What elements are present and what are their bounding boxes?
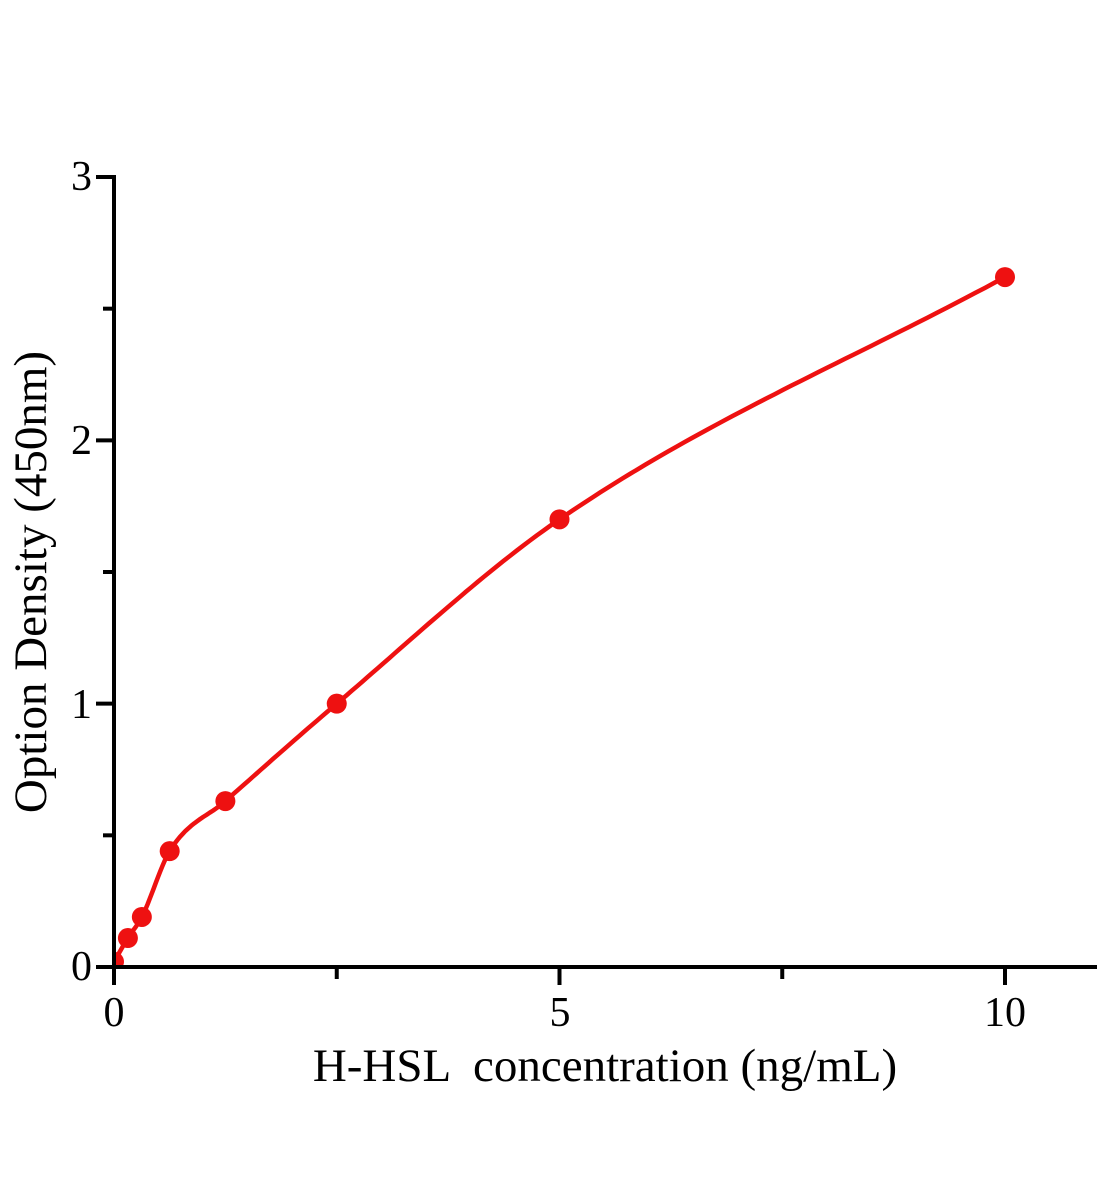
x-tick-label-5: 5 bbox=[549, 990, 571, 1036]
x-tick-label-10: 10 bbox=[984, 990, 1026, 1036]
data-point bbox=[114, 951, 124, 966]
y-tick-label-2: 2 bbox=[71, 418, 92, 464]
data-point bbox=[995, 267, 1015, 288]
x-axis-title: H-HSL concentration (ng/mL) bbox=[312, 1040, 898, 1092]
y-axis-title: Option Density (450nm) bbox=[5, 350, 57, 814]
data-point bbox=[215, 791, 236, 812]
data-point bbox=[549, 509, 570, 530]
y-tick-label-3: 3 bbox=[71, 154, 92, 200]
y-tick-label-0: 0 bbox=[71, 944, 92, 990]
data-point bbox=[159, 841, 180, 862]
data-point bbox=[326, 693, 347, 714]
x-tick-label-0: 0 bbox=[103, 990, 125, 1036]
data-point bbox=[131, 906, 152, 927]
data-point bbox=[117, 928, 138, 949]
fit-curve bbox=[114, 274, 1008, 964]
series-group bbox=[114, 267, 1015, 966]
axes-group bbox=[96, 175, 1097, 985]
y-tick-label-1: 1 bbox=[71, 682, 92, 728]
